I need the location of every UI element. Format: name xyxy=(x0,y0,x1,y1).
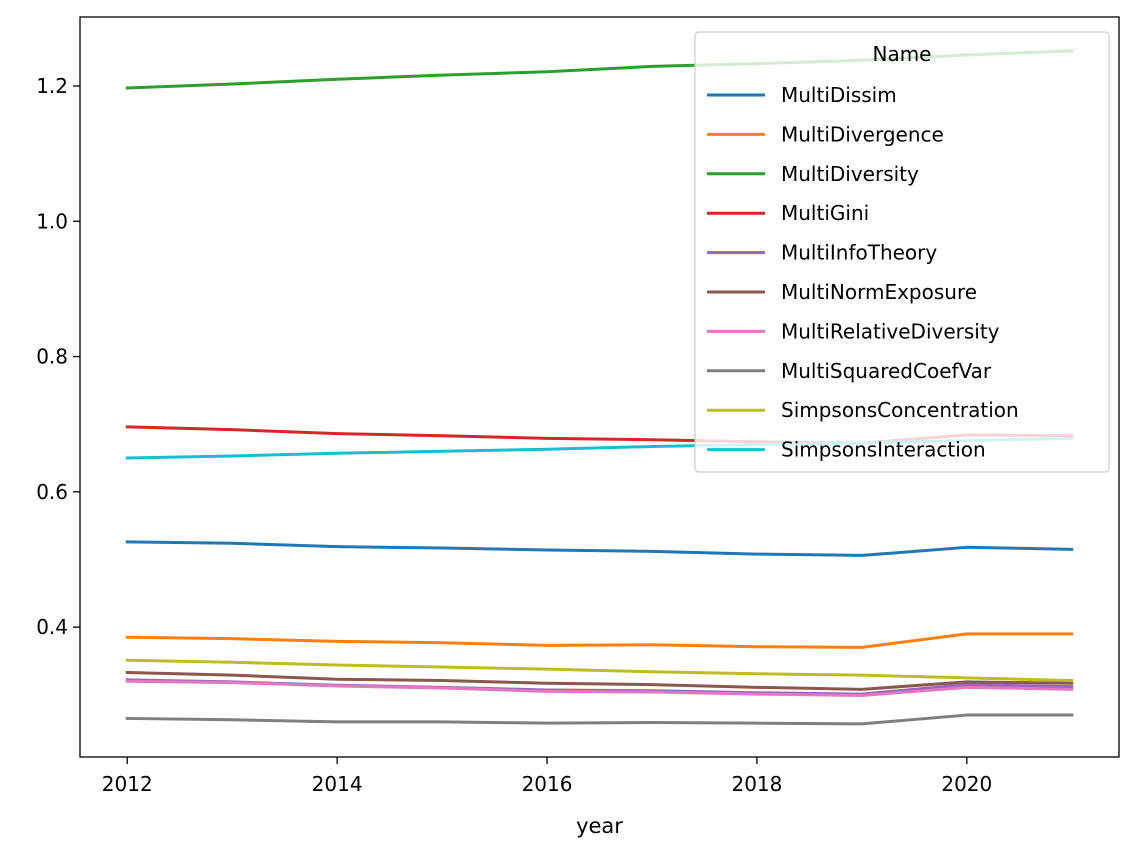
series-line-simpsons-concentration xyxy=(125,658,1074,683)
x-tick-label: 2018 xyxy=(731,772,782,796)
y-tick-label: 1.0 xyxy=(36,209,68,233)
series-line-multi-dissim xyxy=(125,540,1074,557)
legend-entry-label: MultiRelativeDiversity xyxy=(781,319,1000,343)
legend-title: Name xyxy=(872,42,931,66)
y-tick-label: 1.2 xyxy=(36,74,68,98)
legend-entry-label: MultiSquaredCoefVar xyxy=(781,359,992,383)
x-tick-label: 2016 xyxy=(522,772,573,796)
legend-entry-label: MultiNormExposure xyxy=(781,280,977,304)
legend-entry-label: MultiDivergence xyxy=(781,122,944,146)
legend-entry-label: MultiInfoTheory xyxy=(781,241,937,265)
legend-entry-label: MultiDiversity xyxy=(781,162,919,186)
plot-frame xyxy=(79,16,1120,758)
legend-box xyxy=(694,31,1110,473)
series-line-multi-squared-coef-var xyxy=(125,713,1074,726)
legend-entry-label: MultiDissim xyxy=(781,83,897,107)
legend: Name MultiDissim MultiDivergence MultiDive… xyxy=(694,31,1110,473)
x-tick-label: 2012 xyxy=(102,772,153,796)
y-tick-label: 0.4 xyxy=(36,615,68,639)
legend-entry-label: SimpsonsConcentration xyxy=(781,398,1019,422)
y-tick-label: 0.8 xyxy=(36,345,68,369)
y-tick-label: 0.6 xyxy=(36,480,68,504)
series-line-multi-divergence xyxy=(125,632,1074,649)
series-line-multi-relative-diversity xyxy=(125,679,1074,697)
x-tick-label: 2020 xyxy=(941,772,992,796)
x-axis: 2012 2014 2016 2018 2020 xyxy=(102,757,992,796)
x-tick-label: 2014 xyxy=(312,772,363,796)
series-line-multi-norm-exposure xyxy=(125,670,1074,691)
legend-entry-label: SimpsonsInteraction xyxy=(781,438,986,462)
x-axis-label: year xyxy=(576,814,623,838)
legend-entry-label: MultiGini xyxy=(781,201,869,225)
y-axis: 0.4 0.6 0.8 1.0 1.2 xyxy=(36,74,80,639)
